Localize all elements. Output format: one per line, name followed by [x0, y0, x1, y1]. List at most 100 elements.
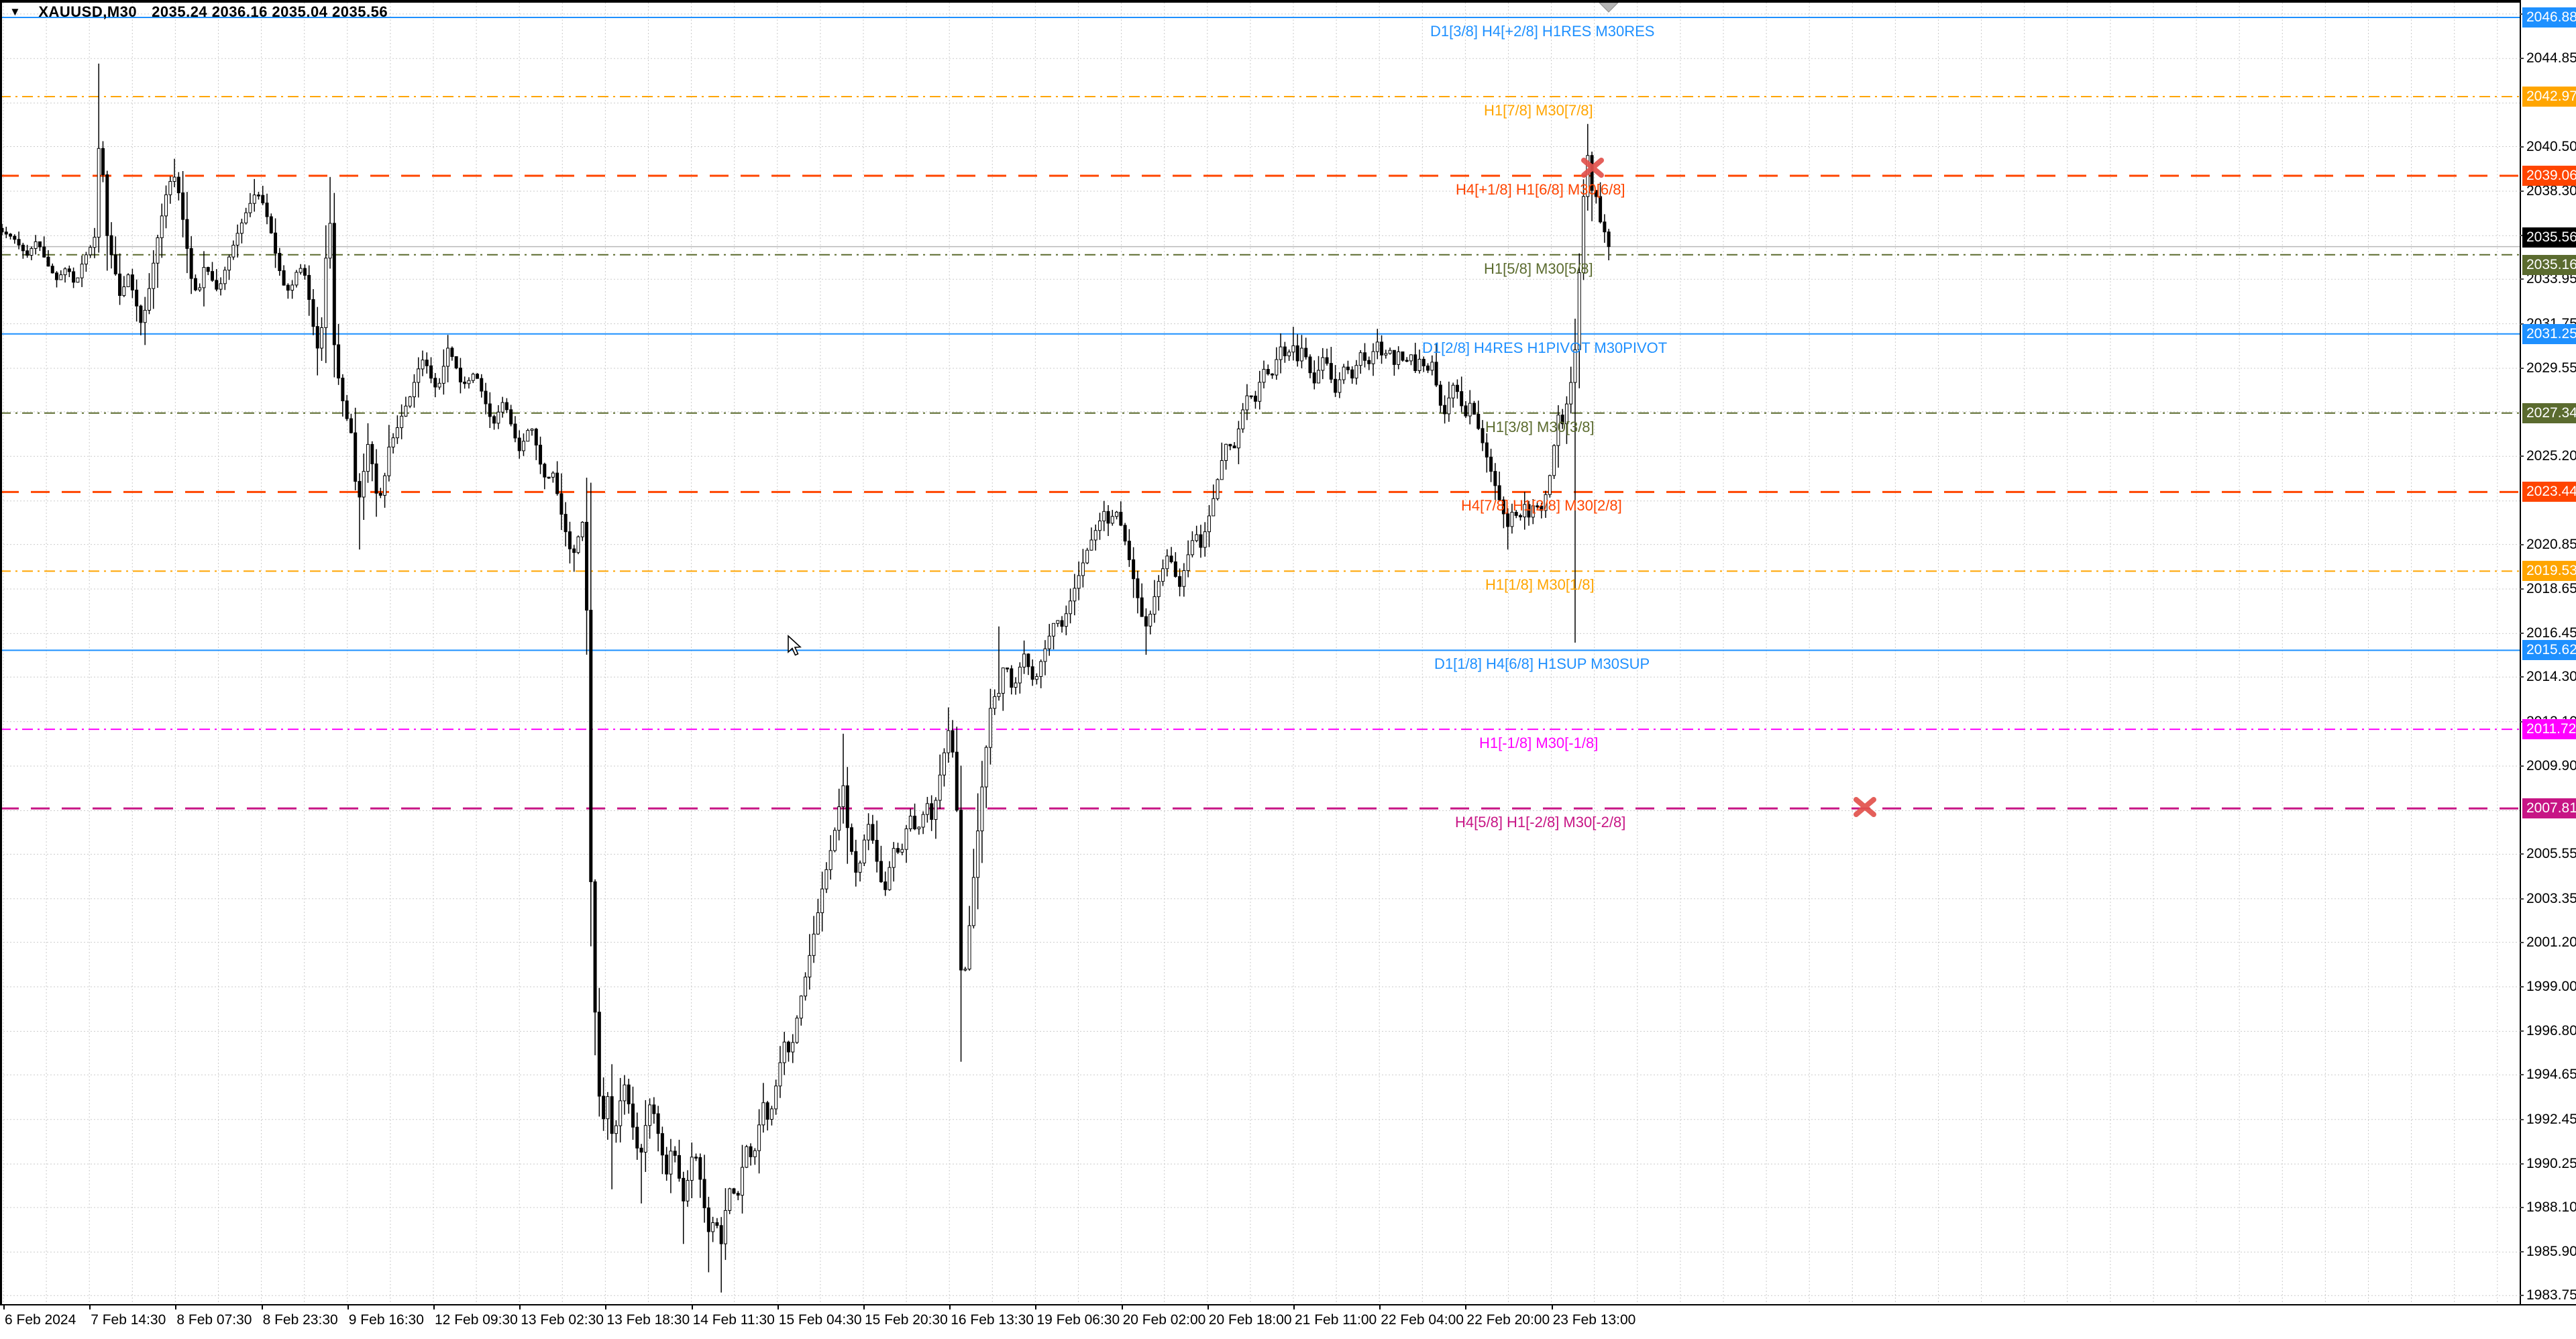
- time-tick-label: 12 Feb 09:30: [435, 1312, 518, 1328]
- time-tick-mark: [691, 1304, 693, 1309]
- time-tick-label: 21 Feb 11:00: [1295, 1312, 1377, 1328]
- time-tick-label: 15 Feb 20:30: [865, 1312, 948, 1328]
- time-tick-mark: [777, 1304, 779, 1309]
- chart-ohlc-header: ▼ XAUUSD,M30 2035.24 2036.16 2035.04 203…: [9, 3, 388, 21]
- price-tick-label: 2040.50: [2526, 138, 2576, 154]
- price-tick-label: 1999.00: [2526, 979, 2576, 995]
- time-tick-mark: [1035, 1304, 1037, 1309]
- time-tick-label: 8 Feb 23:30: [262, 1312, 338, 1328]
- level-label-9: H1[-1/8] M30[-1/8]: [1479, 735, 1599, 752]
- price-tick-label: 2025.20: [2526, 448, 2576, 464]
- price-tick-label: 2018.65: [2526, 580, 2576, 596]
- price-tick-mark: [2520, 1118, 2524, 1120]
- time-tick-label: 22 Feb 20:00: [1466, 1312, 1550, 1328]
- level-label-2: H4[+1/8] H1[6/8] M30[6/8]: [1456, 181, 1625, 198]
- price-tick-mark: [2520, 543, 2524, 545]
- sell-signal-x-marker: [1581, 158, 1604, 178]
- time-tick-mark: [347, 1304, 349, 1309]
- price-tick-label: 2044.85: [2526, 50, 2576, 66]
- price-tick-label: 2033.95: [2526, 271, 2576, 287]
- ohlc-values: 2035.24 2036.16 2035.04 2035.56: [152, 3, 388, 20]
- time-tick-mark: [261, 1304, 263, 1309]
- time-tick-mark: [175, 1304, 177, 1309]
- price-tick-label: 1994.65: [2526, 1067, 2576, 1083]
- price-tick-mark: [2520, 456, 2524, 458]
- level-label-3: H1[5/8] M30[5/8]: [1484, 260, 1593, 277]
- price-tick-mark: [2520, 146, 2524, 148]
- price-tick-mark: [2520, 853, 2524, 855]
- level-price-badge-6: 2023.44: [2522, 482, 2576, 502]
- mouse-cursor: [788, 635, 802, 656]
- level-label-5: H1[3/8] M30[3/8]: [1485, 418, 1595, 435]
- time-tick-mark: [3, 1304, 5, 1309]
- price-tick-label: 2016.45: [2526, 625, 2576, 641]
- price-tick-mark: [2520, 1251, 2524, 1253]
- time-tick-mark: [1379, 1304, 1381, 1309]
- level-price-badge-7: 2019.53: [2522, 561, 2576, 582]
- price-tick-mark: [2520, 986, 2524, 988]
- time-tick-mark: [1551, 1304, 1553, 1309]
- price-tick-label: 1996.80: [2526, 1023, 2576, 1039]
- price-tick-mark: [2520, 765, 2524, 767]
- level-label-10: H4[5/8] H1[-2/8] M30[-2/8]: [1455, 814, 1626, 831]
- price-tick-mark: [2520, 720, 2524, 722]
- window-top-border: [0, 0, 2576, 3]
- time-tick-label: 7 Feb 14:30: [91, 1312, 166, 1328]
- time-tick-label: 15 Feb 04:30: [778, 1312, 862, 1328]
- level-label-1: H1[7/8] M30[7/8]: [1484, 102, 1593, 119]
- time-tick-label: 22 Feb 04:00: [1381, 1312, 1464, 1328]
- level-label-4: D1[2/8] H4RES H1PIVOT M30PIVOT: [1422, 339, 1668, 356]
- price-tick-mark: [2520, 190, 2524, 192]
- level-price-badge-8: 2015.62: [2522, 640, 2576, 661]
- time-tick-label: 13 Feb 18:30: [606, 1312, 690, 1328]
- level-label-8: D1[1/8] H4[6/8] H1SUP M30SUP: [1434, 655, 1650, 673]
- sell-signal-x-marker: [1854, 797, 1876, 817]
- price-tick-label: 2014.30: [2526, 669, 2576, 685]
- price-tick-mark: [2520, 898, 2524, 900]
- time-tick-mark: [1465, 1304, 1467, 1309]
- price-tick-mark: [2520, 58, 2524, 60]
- symbol-timeframe-label: XAUUSD,M30: [38, 3, 138, 20]
- price-tick-mark: [2520, 1206, 2524, 1208]
- level-price-badge-3: 2035.16: [2522, 254, 2576, 275]
- time-tick-mark: [89, 1304, 91, 1309]
- time-tick-label: 19 Feb 06:30: [1036, 1312, 1120, 1328]
- level-price-badge-5: 2027.34: [2522, 403, 2576, 423]
- time-tick-label: 13 Feb 02:30: [521, 1312, 604, 1328]
- chart-plot-area[interactable]: [0, 0, 2520, 1304]
- price-tick-mark: [2520, 13, 2524, 15]
- price-tick-mark: [2520, 368, 2524, 370]
- price-tick-mark: [2520, 1163, 2524, 1165]
- price-tick-label: 2003.35: [2526, 890, 2576, 906]
- time-tick-label: 20 Feb 02:00: [1122, 1312, 1206, 1328]
- time-tick-label: 23 Feb 13:00: [1552, 1312, 1636, 1328]
- level-price-badge-4: 2031.25: [2522, 323, 2576, 344]
- triangle-down-marker: [1598, 2, 1619, 13]
- time-tick-mark: [1207, 1304, 1209, 1309]
- price-tick-label: 2001.20: [2526, 934, 2576, 950]
- price-tick-mark: [2520, 941, 2524, 943]
- price-tick-mark: [2520, 633, 2524, 635]
- time-tick-label: 20 Feb 18:00: [1208, 1312, 1292, 1328]
- symbol-dropdown-icon[interactable]: ▼: [9, 5, 21, 18]
- price-axis[interactable]: 2047.052044.852040.502038.302036.102033.…: [2520, 0, 2576, 1304]
- price-tick-label: 1990.25: [2526, 1156, 2576, 1172]
- time-tick-mark: [1293, 1304, 1295, 1309]
- level-price-badge-10: 2007.81: [2522, 798, 2576, 819]
- price-tick-label: 1988.10: [2526, 1199, 2576, 1215]
- price-tick-label: 2038.30: [2526, 182, 2576, 199]
- price-tick-mark: [2520, 1074, 2524, 1076]
- price-tick-mark: [2520, 676, 2524, 678]
- time-axis[interactable]: 6 Feb 2024 7 Feb 14:30 8 Feb 07:30 8 Feb 23…: [0, 1304, 2576, 1339]
- time-tick-mark: [1121, 1304, 1123, 1309]
- time-tick-mark: [863, 1304, 865, 1309]
- level-price-badge-0: 2046.88: [2522, 7, 2576, 28]
- price-tick-label: 1992.45: [2526, 1111, 2576, 1127]
- price-tick-mark: [2520, 323, 2524, 325]
- price-tick-mark: [2520, 235, 2524, 237]
- price-tick-label: 2005.55: [2526, 846, 2576, 862]
- candles-layer: [0, 63, 1611, 1293]
- price-tick-label: 2009.90: [2526, 758, 2576, 774]
- level-price-badge-1: 2042.97: [2522, 87, 2576, 107]
